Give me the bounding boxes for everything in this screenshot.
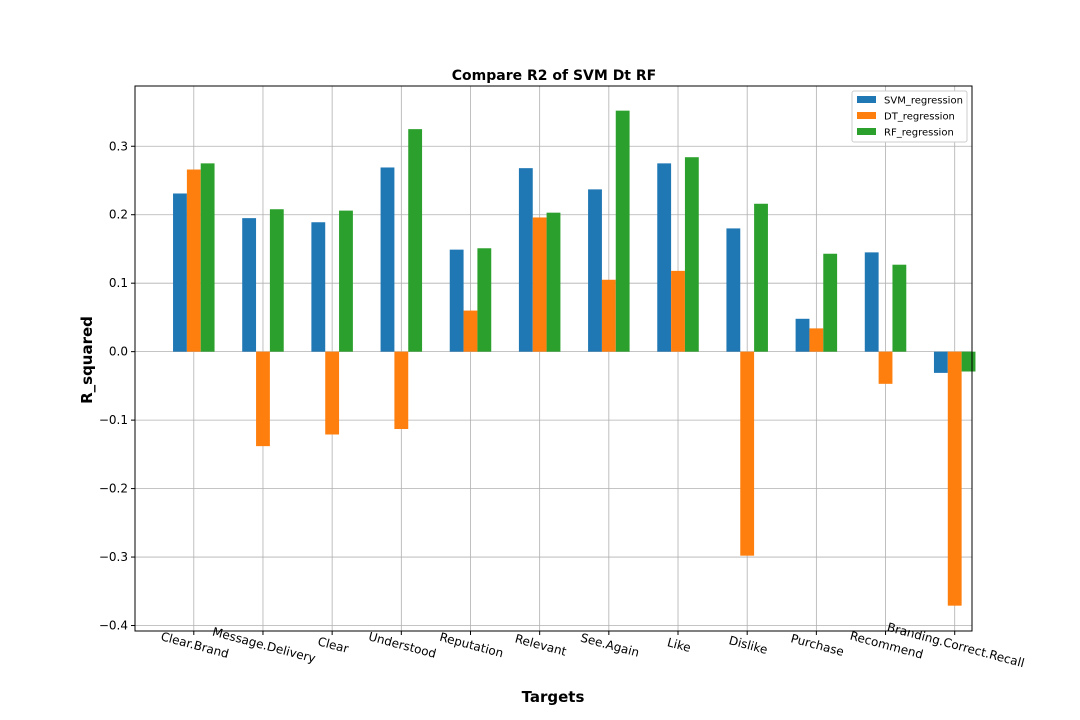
axes <box>134 85 973 632</box>
bar-svm-regression <box>311 222 326 352</box>
bar-dt-regression <box>671 270 685 352</box>
y-tick-label: −0.4 <box>99 619 128 633</box>
bar-svm-regression <box>726 228 741 352</box>
bar-dt-regression <box>740 351 755 556</box>
bar-dt-regression <box>878 351 893 384</box>
legend-label: RF_regression <box>884 128 954 139</box>
bar-svm-regression <box>795 318 810 352</box>
y-tick-label: 0.0 <box>109 345 128 359</box>
y-tick-label: −0.3 <box>99 550 128 564</box>
bar-svm-regression <box>657 163 672 352</box>
legend: SVM_regression DT_regression RF_regression <box>851 90 968 143</box>
bar-dt-regression <box>325 351 340 435</box>
bar-rf-regression <box>823 253 838 352</box>
x-axis-label: Targets <box>522 688 585 706</box>
bar-svm-regression <box>518 168 533 352</box>
y-tick-label: 0.1 <box>109 276 128 290</box>
bar-dt-regression <box>947 351 962 606</box>
bar-svm-regression <box>380 167 395 352</box>
y-tick-label: −0.1 <box>99 413 128 427</box>
x-tick-label: Relevant <box>513 632 568 659</box>
bar-rf-regression <box>408 129 423 352</box>
bar-rf-regression <box>339 210 353 352</box>
bar-dt-regression <box>532 217 547 352</box>
legend-swatch <box>857 96 876 103</box>
bar-rf-regression <box>961 351 976 372</box>
x-tick-label: Understood <box>367 629 438 661</box>
y-tick-label: 0.2 <box>109 208 128 222</box>
bar-svm-regression <box>588 189 602 352</box>
bar-dt-regression <box>463 310 478 352</box>
x-tick-label: Dislike <box>727 633 769 657</box>
y-tick-labels: −0.4 −0.3 −0.2 −0.1 0.0 0.1 0.2 0.3 <box>99 139 135 633</box>
bar-svm-regression <box>173 193 187 352</box>
legend-label: DT_regression <box>884 112 955 123</box>
legend-swatch <box>857 112 876 119</box>
bar-dt-regression <box>186 169 201 352</box>
x-tick-label: Clear <box>316 634 350 656</box>
bar-dt-regression <box>809 328 824 352</box>
x-tick-label: Like <box>666 635 693 655</box>
bar-rf-regression <box>615 110 630 352</box>
bar-svm-regression <box>242 218 257 352</box>
y-tick-label: −0.2 <box>99 482 128 496</box>
x-tick-label: See.Again <box>579 631 641 660</box>
bar-rf-regression <box>892 264 907 352</box>
bar-svm-regression <box>933 351 948 373</box>
bar-rf-regression <box>269 209 284 352</box>
bar-svm-regression <box>449 249 464 352</box>
legend-box <box>851 90 968 143</box>
chart-title: Compare R2 of SVM Dt RF <box>452 68 656 84</box>
bar-rf-regression <box>546 212 561 352</box>
bars <box>173 110 976 606</box>
x-tick-label: Purchase <box>789 631 845 659</box>
bar-dt-regression <box>394 351 409 430</box>
bar-rf-regression <box>200 163 215 352</box>
bar-rf-regression <box>754 203 768 352</box>
bar-rf-regression <box>477 248 492 352</box>
legend-swatch <box>857 128 876 135</box>
bar-dt-regression <box>256 351 270 447</box>
bar-dt-regression <box>601 279 616 352</box>
y-axis-label: R_squared <box>78 316 96 404</box>
bar-rf-regression <box>684 157 699 352</box>
plot-frame <box>134 85 973 632</box>
y-tick-label: 0.3 <box>109 139 128 153</box>
x-tick-label: Reputation <box>438 630 505 660</box>
legend-label: SVM_regression <box>884 96 963 107</box>
bar-svm-regression <box>864 252 879 352</box>
